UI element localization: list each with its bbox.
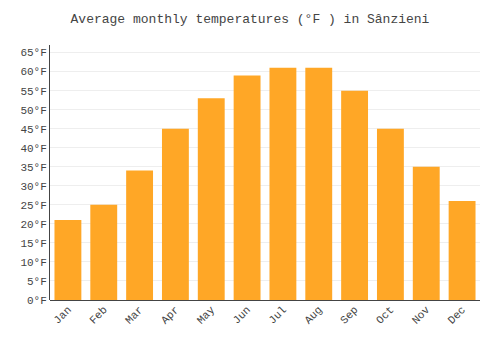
svg-text:0°F: 0°F <box>27 295 47 307</box>
svg-text:25°F: 25°F <box>20 200 46 212</box>
svg-text:May: May <box>195 304 218 327</box>
svg-text:5°F: 5°F <box>27 276 47 288</box>
svg-text:Sep: Sep <box>338 304 360 326</box>
svg-text:Dec: Dec <box>446 304 468 326</box>
svg-text:35°F: 35°F <box>20 162 46 174</box>
svg-text:15°F: 15°F <box>20 238 46 250</box>
svg-text:10°F: 10°F <box>20 257 46 269</box>
svg-text:45°F: 45°F <box>20 124 46 136</box>
svg-text:40°F: 40°F <box>20 143 46 155</box>
svg-text:50°F: 50°F <box>20 105 46 117</box>
svg-text:Apr: Apr <box>159 304 181 326</box>
svg-text:Oct: Oct <box>374 304 396 326</box>
svg-text:Mar: Mar <box>123 304 145 326</box>
svg-text:65°F: 65°F <box>20 47 46 59</box>
svg-text:Jun: Jun <box>231 304 253 326</box>
svg-text:Jul: Jul <box>266 304 288 326</box>
svg-text:Jan: Jan <box>51 304 73 326</box>
svg-text:20°F: 20°F <box>20 219 46 231</box>
svg-text:55°F: 55°F <box>20 86 46 98</box>
svg-text:Average monthly temperatures (: Average monthly temperatures (°F ) in Sâ… <box>71 12 430 27</box>
svg-text:Aug: Aug <box>302 304 324 326</box>
svg-text:Nov: Nov <box>410 304 433 327</box>
svg-text:60°F: 60°F <box>20 66 46 78</box>
svg-text:30°F: 30°F <box>20 181 46 193</box>
svg-text:Feb: Feb <box>87 304 109 326</box>
